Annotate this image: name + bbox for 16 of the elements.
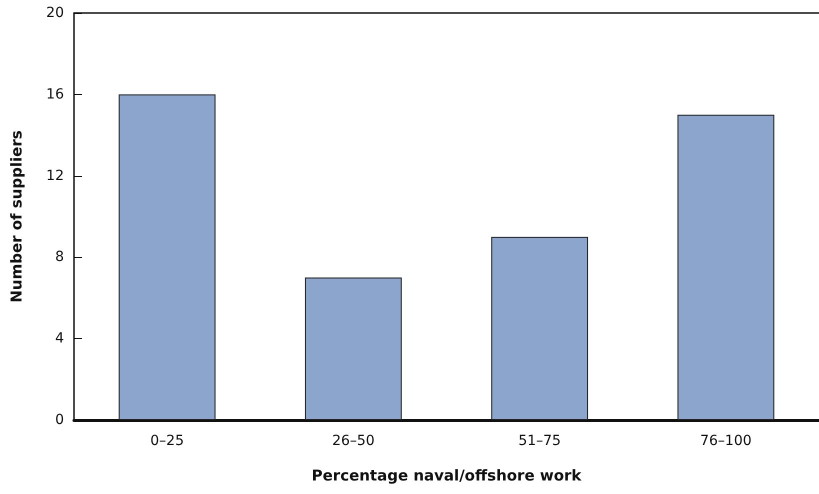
x-axis-title: Percentage naval/offshore work bbox=[312, 466, 582, 484]
y-tick-label: 4 bbox=[55, 330, 64, 347]
bar bbox=[677, 114, 774, 420]
bar bbox=[491, 236, 588, 420]
y-tick-label: 12 bbox=[46, 168, 64, 184]
y-axis-title: Number of suppliers bbox=[8, 130, 26, 303]
bar bbox=[118, 94, 216, 420]
y-tick-label: 0 bbox=[55, 412, 64, 428]
y-tick-label: 20 bbox=[46, 5, 64, 21]
x-tick-label: 76–100 bbox=[700, 433, 752, 449]
y-tick-label: 16 bbox=[46, 86, 64, 102]
x-tick-label: 0–25 bbox=[150, 433, 184, 449]
x-tick-label: 26–50 bbox=[332, 433, 375, 449]
x-tick-label: 51–75 bbox=[518, 433, 561, 449]
bar bbox=[304, 278, 402, 420]
y-tick-label: 8 bbox=[55, 249, 64, 266]
